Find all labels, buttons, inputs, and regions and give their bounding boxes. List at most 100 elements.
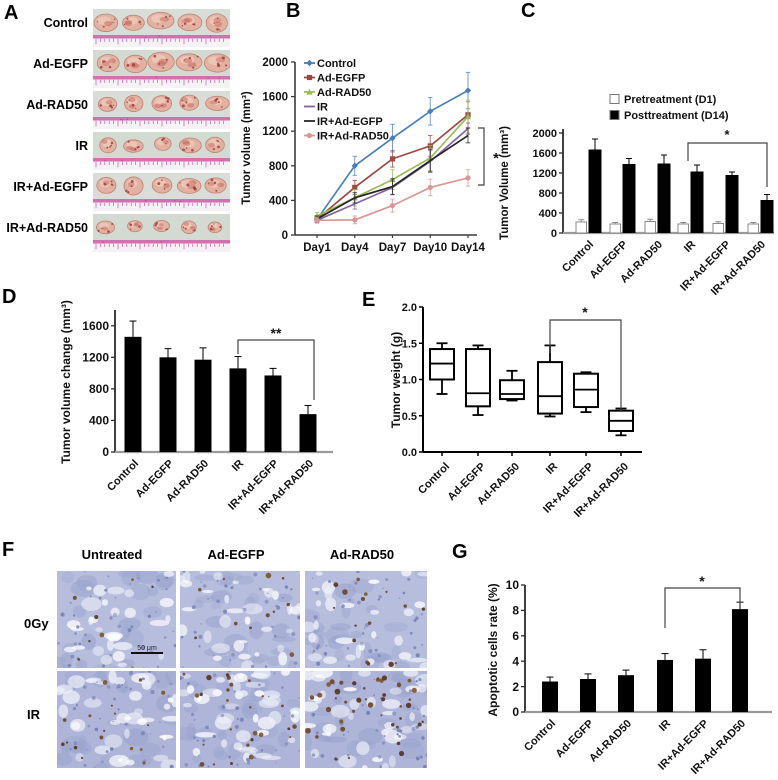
svg-text:Tumor Volume (mm³): Tumor Volume (mm³) [499,126,511,240]
svg-text:2000: 2000 [533,128,557,140]
x-axis [423,451,642,456]
svg-text:*: * [699,573,705,589]
bars [542,601,748,712]
significance-bracket: * [687,127,768,187]
svg-text:Control: Control [522,718,558,754]
ihc-image [305,571,427,668]
tumor-photo-strip [93,9,230,47]
svg-text:4: 4 [512,654,519,668]
legend: Control Ad-EGFP Ad-RAD50 IR IR+Ad-EGFP IR+Ad-… [304,58,389,142]
svg-text:0: 0 [282,230,288,242]
svg-text:Day10: Day10 [413,242,447,254]
y-axis: 0 2 4 6 8 10 Apoptotic cells rate (%) [486,578,526,719]
svg-text:2000: 2000 [262,57,288,69]
tumor-row-label: Ad-EGFP [33,57,88,71]
bars [575,138,774,234]
svg-text:IR: IR [657,718,673,734]
svg-text:400: 400 [539,208,557,220]
svg-text:400: 400 [269,195,288,207]
svg-text:Apoptotic cells rate (%): Apoptotic cells rate (%) [486,583,500,716]
svg-text:0: 0 [551,228,557,240]
significance-bracket: * [478,127,499,186]
y-axis: 0.0 0.5 1.0 1.5 2.0 Tumor weight (g) [390,302,424,459]
svg-text:Control: Control [317,58,356,70]
tumor-row: Control [2,9,230,47]
bars [124,320,317,452]
significance-bracket: * [664,573,741,628]
svg-text:800: 800 [539,188,557,200]
tumor-volume-change-bar-chart: 0 400 800 1200 1600 Tumor volume change (mm³)… [59,300,333,517]
svg-text:Day1: Day1 [303,242,331,254]
significance-bracket: * [549,304,622,411]
svg-text:400: 400 [89,414,109,428]
ihc-image [180,571,300,668]
tumor-row-label: Control [43,16,88,30]
svg-text:1200: 1200 [262,126,288,138]
svg-text:0: 0 [102,445,109,459]
svg-text:2: 2 [512,680,519,694]
svg-text:*: * [724,127,730,142]
tumor-row: IR [2,132,230,170]
significance-bracket: ** [237,325,315,400]
svg-text:0: 0 [512,705,519,719]
tumor-photo-strip [93,132,230,170]
svg-text:800: 800 [89,382,109,396]
tumor-weight-box-plot: 0.0 0.5 1.0 1.5 2.0 Tumor weight (g) ControlAd… [390,302,642,520]
svg-text:1600: 1600 [82,319,109,333]
tumor-row: IR+Ad-RAD50 [2,214,230,252]
svg-text:6: 6 [512,629,519,643]
svg-text:1.0: 1.0 [402,375,417,387]
ihc-column-header: Ad-EGFP [207,547,265,562]
tumor-photo-strip [93,91,230,129]
svg-text:IR: IR [230,458,246,474]
y-axis: 0 400 800 1200 1600 2000 Tumor Volume (mm³) [499,126,564,240]
svg-text:Tumor weight (g): Tumor weight (g) [390,332,403,428]
svg-text:0.5: 0.5 [402,411,417,423]
svg-text:IR: IR [317,101,328,113]
tumor-row-label: IR [75,139,89,153]
tumor-photo-strip [93,50,230,88]
ihc-image [180,671,300,768]
svg-text:Tumor volume change (mm³): Tumor volume change (mm³) [59,300,73,464]
svg-text:Ad-EGFP: Ad-EGFP [317,72,365,84]
svg-text:Tumor volume (mm³): Tumor volume (mm³) [241,91,253,205]
tumor-photo-strip [93,214,230,252]
svg-text:IR: IR [682,239,698,255]
tumor-row-label: IR+Ad-RAD50 [6,221,88,235]
svg-text:8: 8 [512,604,519,618]
ihc-row-label: IR [27,707,40,722]
ihc-image: 50 μm [57,571,176,668]
svg-text:1.5: 1.5 [402,338,417,350]
tumor-row: Ad-EGFP [2,50,230,88]
svg-text:1200: 1200 [533,168,557,180]
panel-f-label: F [2,539,15,561]
ihc-column-header: Untreated [81,547,143,562]
svg-text:IR+Ad-EGFP: IR+Ad-EGFP [317,116,383,128]
panel-e-label: E [362,289,376,311]
tumor-row-label: IR+Ad-EGFP [13,180,88,194]
y-axis: 0 400 800 1200 1600 Tumor volume change (mm³) [59,300,116,464]
tumor-photo-strip [93,173,230,211]
panel-a-tumor-rows: Control Ad-EGFP Ad-RAD50 IR IR+Ad-EGFP IR+Ad-… [2,9,230,255]
panel-a-label: A [4,2,19,24]
tumor-row-label: Ad-RAD50 [26,98,88,112]
ihc-column-header: Ad-RAD50 [329,547,395,562]
panel-c-label: C [521,0,536,22]
ihc-image [305,671,427,768]
svg-text:**: ** [271,325,282,341]
panel-g-label: G [452,541,468,563]
svg-text:1600: 1600 [262,92,288,104]
svg-text:10: 10 [506,578,520,592]
svg-text:Day7: Day7 [379,242,407,254]
apoptotic-cells-bar-chart: 0 2 4 6 8 10 Apoptotic cells rate (%) ControlAd… [486,573,772,777]
tumor-volume-line-chart: 0 400 800 1200 1600 2000 Tumor volume (mm³) Day… [241,57,499,254]
panel-d-label: D [2,286,17,308]
tumor-row: IR+Ad-EGFP [2,173,230,211]
ihc-row-label: 0Gy [24,616,49,631]
svg-text:Control: Control [416,461,452,497]
